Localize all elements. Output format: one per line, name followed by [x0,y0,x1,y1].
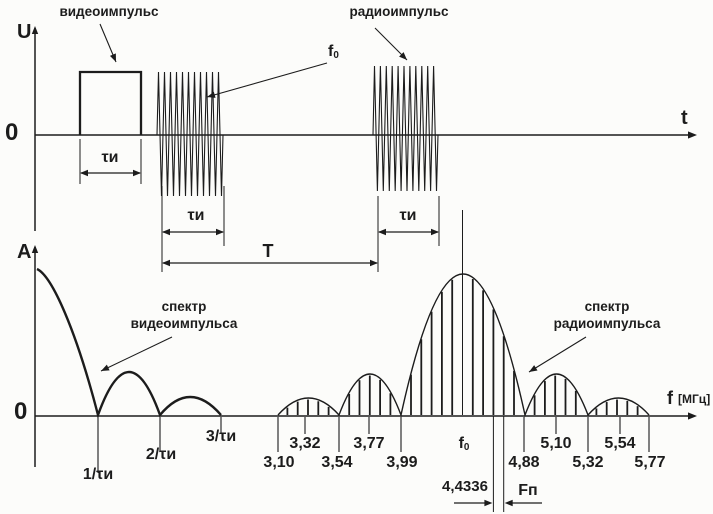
radio-spectrum-caption-line2: радиоимпульса [553,316,661,331]
video-spectrum-caption: спектр видеоимпульса [131,298,238,332]
tick-3-54: 3,54 [321,454,353,471]
time-axes [31,26,697,231]
tau-label-radio-1: τи [187,207,205,224]
line-spacing-marker [454,416,542,512]
tick-f0-sub: 0 [463,441,470,453]
tick-4-88: 4,88 [508,454,540,471]
tick-3-77: 3,77 [353,435,385,452]
radio-pulse-caption: радиоимпульс [349,4,449,19]
top-origin-label: 0 [5,119,19,146]
time-annotation-arrows [99,23,408,98]
axis-tick-marks [97,417,650,473]
carrier-frequency-label: f0 [328,44,339,61]
period-label: T [262,241,274,261]
radio-pulse-2 [372,65,439,192]
radio-spectrum-envelope [277,273,650,418]
carrier-sub: 0 [333,49,339,61]
freq-axes [31,245,697,467]
tick-3-over-tau: 3/τи [205,428,237,445]
tick-3-32: 3,32 [289,435,321,452]
tick-5-32: 5,32 [572,454,604,471]
radio-spectrum-caption-line1: спектр [584,299,630,314]
tick-3-10: 3,10 [263,454,295,471]
freq-axis-base: f [667,388,673,408]
bottom-x-axis-label: f [МГц] [667,389,710,407]
radio-spectrum-caption: спектр радиоимпульса [554,298,661,332]
tick-2-over-tau: 2/τи [145,446,177,463]
period-dimension [162,259,378,267]
tau-label-video: τи [101,149,119,166]
carrier-base: f [328,43,334,60]
tick-f0: f0 [459,436,470,453]
video-spectrum-caption-line1: спектр [161,299,207,314]
marked-line-value: 4,4336 [442,478,488,495]
tick-f0-base: f [458,435,464,452]
video-spectrum-curve [36,267,222,420]
spectral-lines [286,279,639,415]
radio-pulse-1 [156,71,224,197]
spectrum-annotation-arrows [100,336,587,373]
video-spectrum-caption-line2: видеоимпульса [130,316,238,331]
tau-dimensions [79,139,440,272]
tau-label-radio-2: τи [399,207,417,224]
rep-freq-label: Fп [518,482,538,499]
tick-5-77: 5,77 [634,454,666,471]
bottom-origin-label: 0 [14,398,28,425]
video-pulse-rect [78,70,143,135]
video-pulse-caption: видеоимпульс [59,4,159,19]
tick-5-10: 5,10 [540,435,572,452]
top-x-axis-label: t [681,107,688,129]
tick-3-99: 3,99 [386,454,418,471]
tick-5-54: 5,54 [604,435,636,452]
tick-1-over-tau: 1/τи [82,466,114,483]
bottom-y-axis-label: A [17,241,32,263]
freq-axis-units: [МГц] [678,392,711,407]
top-y-axis-label: U [17,21,32,43]
